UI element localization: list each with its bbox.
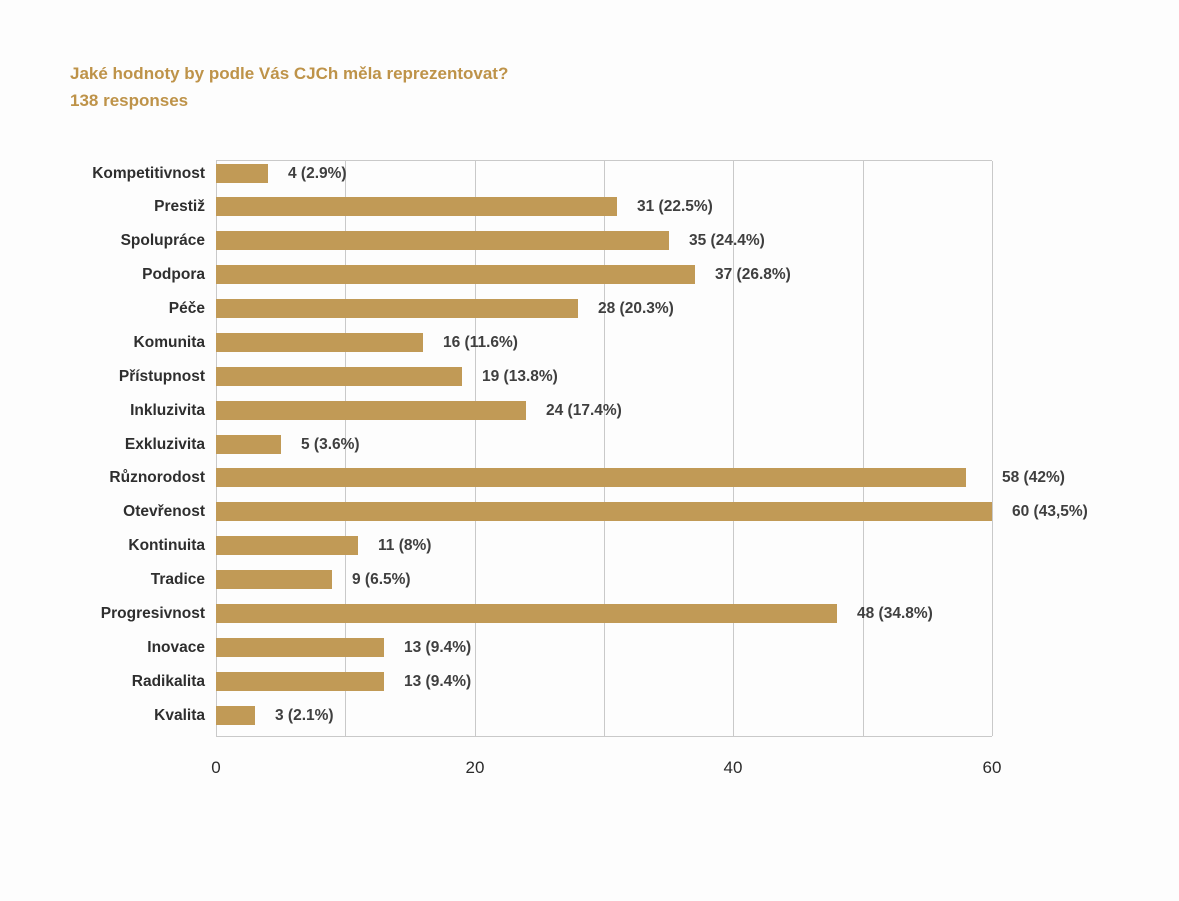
bar-otevrenost: [216, 502, 992, 521]
category-label-kontinuita: Kontinuita: [128, 537, 205, 554]
category-label-radikalita: Radikalita: [131, 673, 205, 690]
value-label-tradice: 9 (6.5%): [352, 571, 411, 588]
gridline-x-60: [992, 161, 993, 736]
value-label-inkluzivita: 24 (17.4%): [546, 402, 622, 419]
category-label-pece: Péče: [168, 300, 205, 317]
gridline-x-50: [863, 161, 864, 736]
value-label-komunita: 16 (11.6%): [443, 334, 518, 351]
x-axis: 0 20 40 60: [211, 758, 1001, 784]
value-label-radikalita: 13 (9.4%): [404, 673, 472, 690]
bar-inovace: [216, 638, 384, 657]
category-label-tradice: Tradice: [150, 571, 205, 588]
x-axis-tick-40: 40: [723, 758, 743, 777]
gridline-x-40: [733, 161, 734, 736]
value-label-progresivnost: 48 (34.8%): [857, 605, 933, 622]
bar-podpora: [216, 265, 695, 284]
value-label-podpora: 37 (26.8%): [715, 266, 791, 283]
x-axis-tick-60: 60: [982, 758, 1002, 777]
category-label-progresivnost: Progresivnost: [100, 605, 205, 622]
category-label-otevrenost: Otevřenost: [123, 503, 205, 520]
category-label-spoluprace: Spolupráce: [120, 232, 205, 249]
responses-count: 138 responses: [70, 91, 189, 110]
category-label-kvalita: Kvalita: [154, 707, 205, 724]
value-label-inovace: 13 (9.4%): [404, 639, 472, 656]
category-label-prestiz: Prestiž: [154, 198, 205, 215]
value-label-ruznorodost: 58 (42%): [1002, 469, 1065, 486]
chart-title: Jaké hodnoty by podle Vás CJCh měla repr…: [70, 64, 509, 83]
category-label-inovace: Inovace: [147, 639, 205, 656]
bar-inkluzivita: [216, 401, 526, 420]
value-label-kvalita: 3 (2.1%): [275, 707, 334, 724]
bar-progresivnost: [216, 604, 837, 623]
value-label-otevrenost: 60 (43,5%): [1012, 503, 1088, 520]
value-label-pristupnost: 19 (13.8%): [482, 368, 558, 385]
gridline-x-10: [345, 161, 346, 736]
bar-kvalita: [216, 706, 255, 725]
bar-pece: [216, 299, 578, 318]
x-axis-tick-0: 0: [211, 758, 221, 777]
gridline-x-30: [604, 161, 605, 736]
category-label-podpora: Podpora: [142, 266, 205, 283]
value-label-spoluprace: 35 (24.4%): [689, 232, 765, 249]
category-label-komunita: Komunita: [133, 334, 205, 351]
bar-prestiz: [216, 197, 617, 216]
value-label-exkluzivita: 5 (3.6%): [301, 436, 360, 453]
value-label-pece: 28 (20.3%): [598, 300, 674, 317]
bar-chart: Kompetitivnost 4 (2.9%) Prestiž 31 (22.5%) S…: [92, 160, 1088, 784]
value-label-kontinuita: 11 (8%): [378, 537, 432, 554]
bar-kontinuita: [216, 536, 358, 555]
category-label-ruznorodost: Různorodost: [109, 469, 205, 486]
gridline-x-20: [475, 161, 476, 736]
bar-ruznorodost: [216, 468, 966, 487]
bar-tradice: [216, 570, 332, 589]
bar-komunita: [216, 333, 423, 352]
bar-pristupnost: [216, 367, 462, 386]
x-axis-tick-20: 20: [465, 758, 485, 777]
plot-area: Kompetitivnost 4 (2.9%) Prestiž 31 (22.5%) S…: [92, 160, 1088, 737]
bar-exkluzivita: [216, 435, 281, 454]
category-label-pristupnost: Přístupnost: [118, 368, 205, 385]
bar-kompetitivnost: [216, 164, 268, 183]
chart-header: Jaké hodnoty by podle Vás CJCh měla repr…: [70, 60, 508, 114]
category-label-inkluzivita: Inkluzivita: [130, 402, 205, 419]
bar-radikalita: [216, 672, 384, 691]
value-label-kompetitivnost: 4 (2.9%): [288, 165, 347, 182]
bar-spoluprace: [216, 231, 669, 250]
value-label-prestiz: 31 (22.5%): [637, 198, 713, 215]
category-label-exkluzivita: Exkluzivita: [124, 436, 205, 453]
category-label-kompetitivnost: Kompetitivnost: [92, 165, 205, 182]
